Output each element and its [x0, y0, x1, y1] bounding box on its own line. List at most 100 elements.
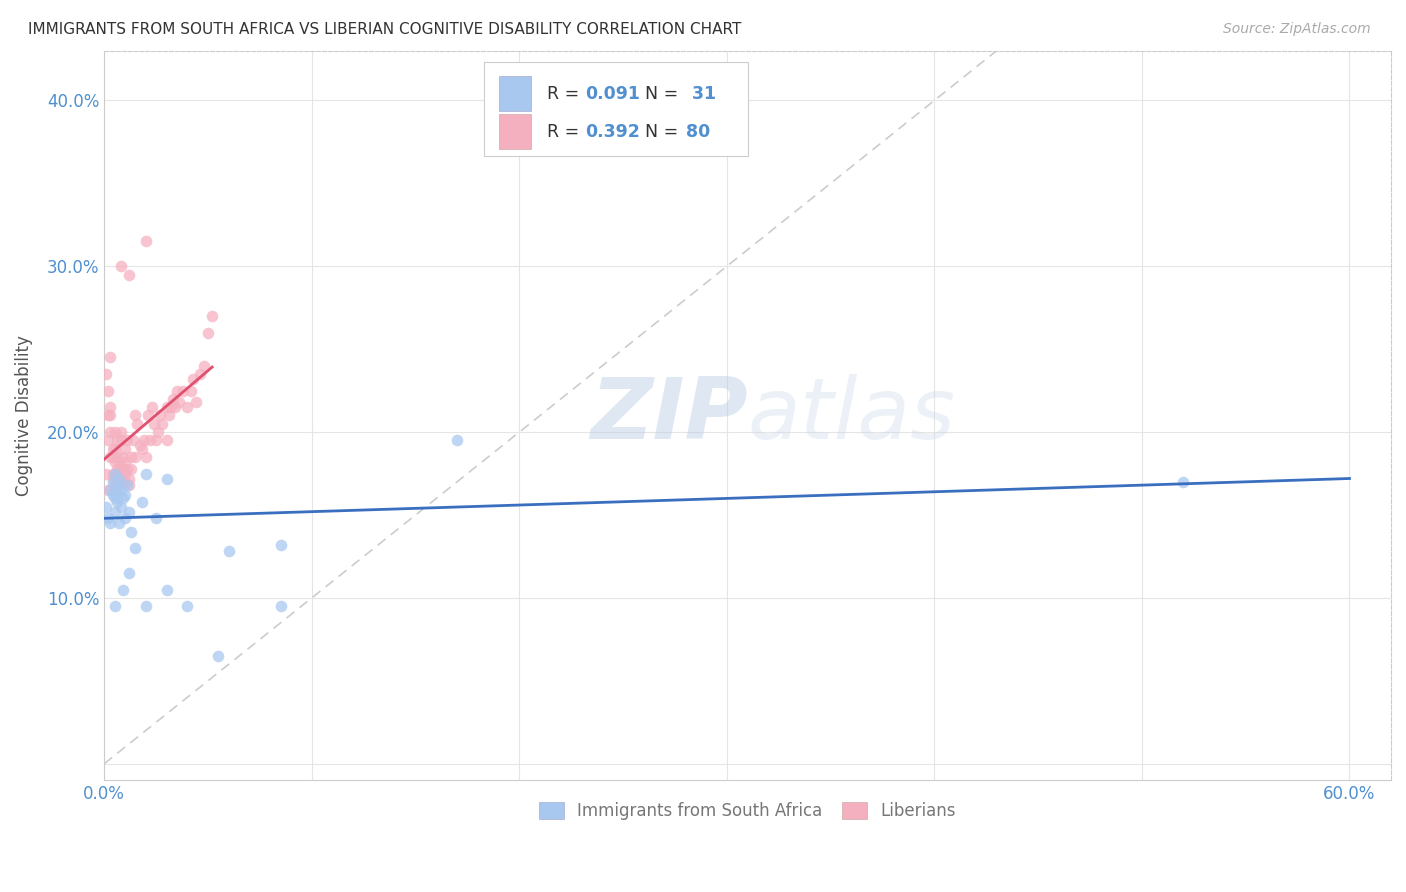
Point	[124, 541, 146, 556]
Point	[118, 478, 141, 492]
Point	[172, 384, 194, 398]
Text: ZIP: ZIP	[591, 374, 748, 457]
Text: Source: ZipAtlas.com: Source: ZipAtlas.com	[1223, 22, 1371, 37]
Point	[118, 505, 141, 519]
Point	[101, 471, 124, 485]
Point	[188, 367, 211, 381]
Point	[100, 450, 122, 464]
Point	[100, 351, 122, 365]
FancyBboxPatch shape	[499, 114, 531, 149]
Point	[1173, 475, 1195, 489]
Text: R =: R =	[547, 123, 585, 141]
Point	[96, 467, 118, 481]
Point	[107, 516, 129, 531]
Point	[193, 359, 215, 373]
Point	[104, 599, 127, 614]
Point	[270, 538, 292, 552]
Point	[104, 483, 127, 497]
Text: N =: N =	[634, 85, 685, 103]
Point	[163, 401, 186, 415]
Point	[110, 461, 132, 475]
Point	[124, 409, 146, 423]
Point	[101, 488, 124, 502]
Point	[104, 425, 127, 439]
Legend: Immigrants from South Africa, Liberians: Immigrants from South Africa, Liberians	[533, 795, 963, 827]
Point	[105, 461, 128, 475]
Point	[207, 648, 229, 663]
Point	[141, 401, 163, 415]
Point	[100, 401, 122, 415]
Point	[135, 235, 157, 249]
Point	[111, 582, 134, 597]
Point	[149, 409, 172, 423]
Point	[131, 442, 153, 456]
Point	[201, 309, 224, 323]
FancyBboxPatch shape	[484, 62, 748, 156]
Point	[128, 438, 150, 452]
FancyBboxPatch shape	[499, 76, 531, 112]
Point	[127, 417, 149, 431]
Text: 80: 80	[686, 123, 710, 141]
Text: 0.091: 0.091	[585, 85, 641, 103]
Point	[114, 455, 136, 469]
Point	[114, 488, 136, 502]
Point	[104, 505, 127, 519]
Point	[101, 442, 124, 456]
Text: N =: N =	[634, 123, 685, 141]
Point	[104, 478, 127, 492]
Point	[105, 434, 128, 448]
Point	[104, 491, 127, 506]
Point	[136, 409, 159, 423]
Point	[104, 467, 127, 481]
Point	[101, 467, 124, 481]
Point	[155, 401, 177, 415]
Point	[148, 425, 170, 439]
Point	[150, 417, 173, 431]
Point	[100, 516, 122, 531]
Point	[120, 524, 142, 539]
Point	[131, 494, 153, 508]
Point	[97, 409, 120, 423]
Point	[107, 471, 129, 485]
Point	[122, 434, 145, 448]
Point	[101, 450, 124, 464]
Text: 31: 31	[686, 85, 716, 103]
Point	[97, 511, 120, 525]
Point	[97, 384, 120, 398]
Point	[132, 434, 155, 448]
Point	[157, 409, 180, 423]
Point	[124, 450, 146, 464]
Point	[115, 461, 138, 475]
Point	[155, 471, 177, 485]
Point	[197, 326, 219, 340]
Point	[105, 486, 128, 500]
Point	[120, 450, 142, 464]
Point	[118, 268, 141, 282]
Text: R =: R =	[547, 85, 585, 103]
Point	[176, 401, 198, 415]
Point	[107, 471, 129, 485]
Point	[162, 392, 184, 406]
Point	[166, 384, 188, 398]
Point	[111, 461, 134, 475]
Point	[97, 483, 120, 497]
Point	[110, 500, 132, 514]
Point	[118, 566, 141, 580]
Point	[176, 599, 198, 614]
Point	[100, 425, 122, 439]
Point	[115, 478, 138, 492]
Point	[114, 442, 136, 456]
Point	[110, 259, 132, 273]
Point	[104, 467, 127, 481]
Point	[114, 511, 136, 525]
Point	[114, 467, 136, 481]
Point	[105, 471, 128, 485]
Text: atlas: atlas	[748, 374, 956, 457]
Point	[104, 455, 127, 469]
Point	[180, 384, 202, 398]
Point	[143, 417, 166, 431]
Point	[135, 599, 157, 614]
Point	[104, 442, 127, 456]
Text: IMMIGRANTS FROM SOUTH AFRICA VS LIBERIAN COGNITIVE DISABILITY CORRELATION CHART: IMMIGRANTS FROM SOUTH AFRICA VS LIBERIAN…	[28, 22, 741, 37]
Point	[167, 395, 190, 409]
